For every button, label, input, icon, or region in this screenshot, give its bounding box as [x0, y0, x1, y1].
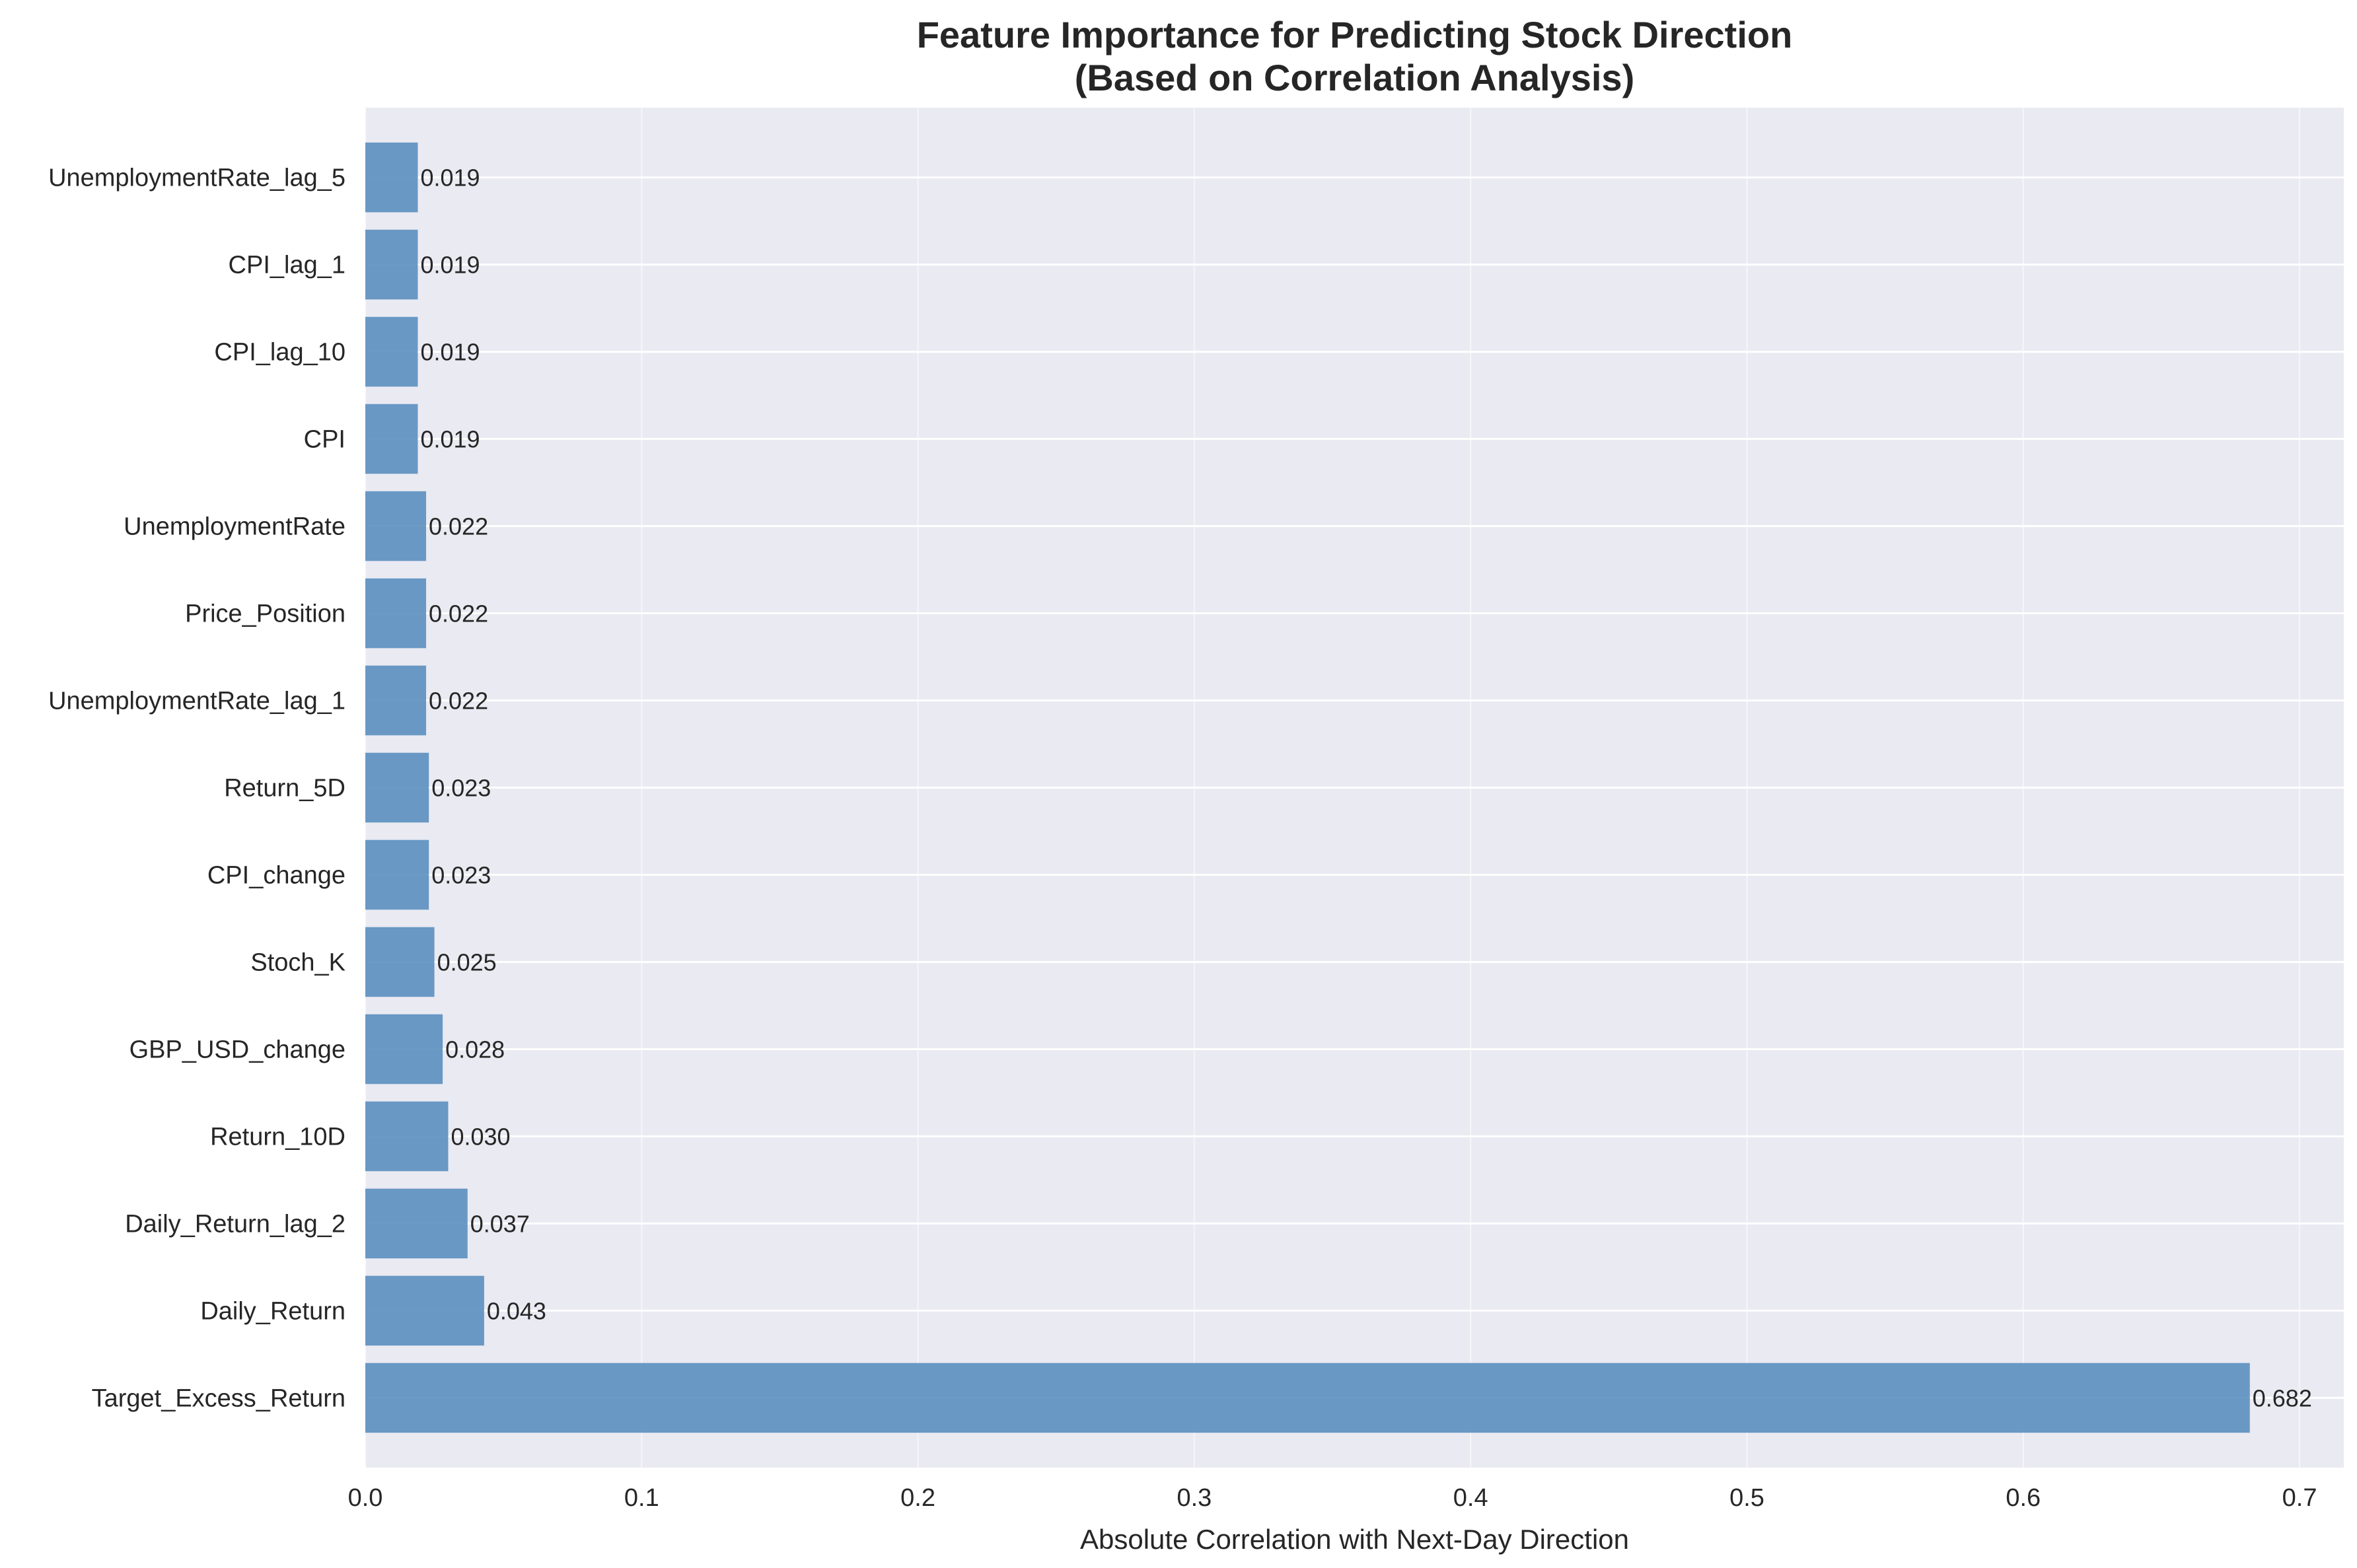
- bar-value-label: 0.022: [429, 600, 488, 627]
- bar-value-label: 0.037: [470, 1210, 530, 1237]
- x-tick-labels: 0.0 0.1 0.2 0.3 0.4 0.5 0.6 0.7: [348, 1484, 2317, 1512]
- bar: [365, 1014, 443, 1085]
- x-tick-label: 0.1: [624, 1484, 659, 1512]
- bar: [365, 491, 427, 561]
- bar-value-label: 0.030: [451, 1123, 510, 1150]
- y-tick-label: GBP_USD_change: [129, 1036, 345, 1063]
- x-tick-label: 0.4: [1453, 1484, 1488, 1512]
- y-tick-label: CPI: [304, 426, 345, 454]
- bar: [365, 316, 418, 387]
- y-tick-label: UnemploymentRate: [124, 513, 345, 541]
- bar: [365, 927, 435, 997]
- bar-value-label: 0.019: [420, 164, 480, 192]
- bar: [365, 229, 418, 300]
- bar-value-label: 0.023: [431, 861, 491, 888]
- bars: [365, 142, 2250, 1433]
- bar: [365, 665, 427, 736]
- bar-value-label: 0.682: [2253, 1384, 2312, 1411]
- bar-value-label: 0.023: [431, 775, 491, 802]
- y-tick-label: CPI_lag_1: [229, 252, 345, 279]
- x-tick-label: 0.2: [900, 1484, 935, 1512]
- y-tick-label: Target_Excess_Return: [92, 1384, 345, 1412]
- y-tick-label: CPI_lag_10: [214, 339, 345, 367]
- chart-title: Feature Importance for Predicting Stock …: [917, 14, 1793, 55]
- bar: [365, 404, 418, 474]
- bar: [365, 752, 429, 823]
- value-labels: 0.682 0.043 0.037 0.030 0.028 0.025 0.023 0.023…: [420, 164, 2311, 1412]
- bar-value-label: 0.019: [420, 339, 480, 366]
- bar-value-label: 0.043: [487, 1297, 546, 1324]
- x-tick-label: 0.6: [2006, 1484, 2041, 1512]
- x-tick-label: 0.7: [2282, 1484, 2317, 1512]
- bar: [365, 142, 418, 213]
- y-gridlines: [365, 176, 2344, 1399]
- y-tick-label: Stoch_K: [250, 948, 345, 976]
- y-tick-label: UnemploymentRate_lag_1: [48, 688, 345, 715]
- bar-value-label: 0.028: [445, 1036, 505, 1063]
- x-tick-label: 0.3: [1177, 1484, 1212, 1512]
- x-tick-label: 0.0: [348, 1484, 383, 1512]
- x-axis-label: Absolute Correlation with Next-Day Direc…: [1080, 1524, 1629, 1555]
- bar-value-label: 0.019: [420, 426, 480, 453]
- y-tick-label: UnemploymentRate_lag_5: [48, 164, 345, 192]
- bar: [365, 1275, 484, 1346]
- bar-value-label: 0.019: [420, 252, 480, 279]
- x-tick-label: 0.5: [1729, 1484, 1764, 1512]
- bar-value-label: 0.022: [429, 513, 488, 540]
- bar: [365, 1188, 468, 1259]
- y-tick-label: Daily_Return_lag_2: [125, 1210, 345, 1238]
- y-tick-labels: Target_Excess_Return Daily_Return Daily_Re…: [48, 164, 345, 1413]
- bar: [365, 1363, 2250, 1433]
- chart-subtitle: (Based on Correlation Analysis): [1075, 57, 1634, 98]
- y-tick-label: Price_Position: [185, 600, 345, 628]
- bar-value-label: 0.025: [437, 948, 497, 976]
- y-tick-label: Daily_Return: [200, 1297, 345, 1325]
- y-tick-label: Return_5D: [224, 775, 345, 802]
- y-tick-label: CPI_change: [207, 861, 345, 889]
- bar: [365, 578, 427, 649]
- y-tick-label: Return_10D: [210, 1123, 345, 1151]
- bar: [365, 839, 429, 910]
- bar-value-label: 0.022: [429, 688, 488, 715]
- bar: [365, 1101, 449, 1172]
